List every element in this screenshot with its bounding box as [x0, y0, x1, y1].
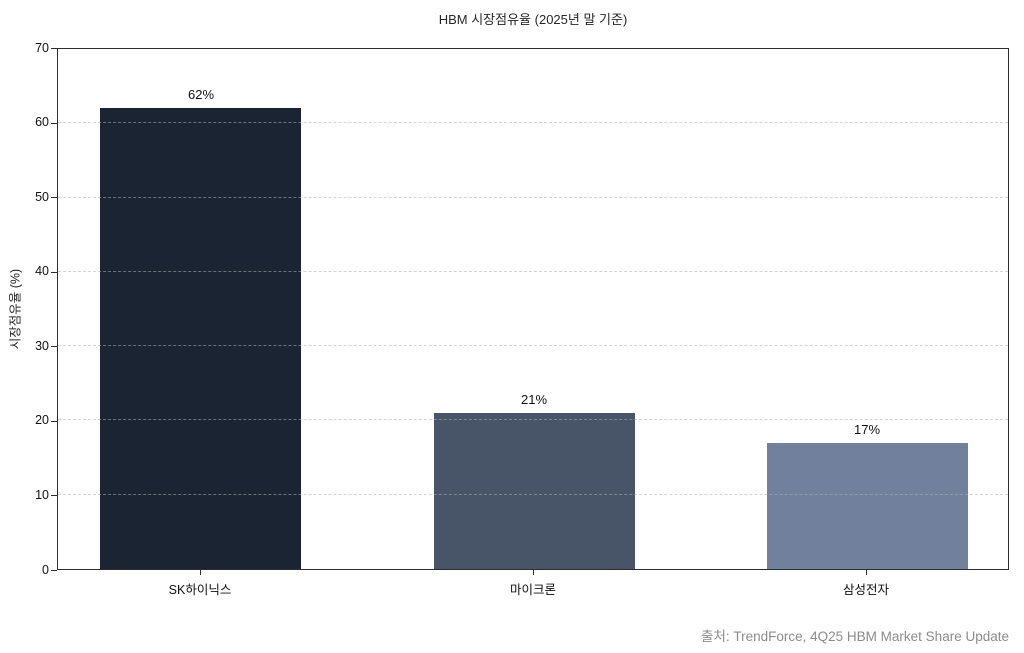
y-tick-label-10: 10	[35, 488, 49, 502]
y-tick-mark-10	[51, 495, 57, 496]
gridline-30	[58, 345, 1008, 347]
gridline-20	[58, 419, 1008, 421]
y-tick-label-40: 40	[35, 264, 49, 278]
y-tick-label-30: 30	[35, 339, 49, 353]
gridline-40	[58, 270, 1008, 272]
bar-value-label-2: 17%	[853, 421, 881, 437]
y-tick-label-50: 50	[35, 190, 49, 204]
bar-value-label-0: 62%	[187, 87, 215, 103]
bar-value-label-1: 21%	[520, 392, 548, 407]
y-tick-mark-70	[51, 48, 57, 49]
x-tick-mark-0	[200, 570, 201, 575]
chart-title: HBM 시장점유율 (2025년 말 기준)	[438, 12, 628, 27]
x-tick-mark-2	[866, 570, 867, 575]
bar-1	[434, 413, 635, 569]
x-tick-label-0: SK하이닉스	[168, 583, 232, 597]
x-tick-label-2: 삼성전자	[842, 583, 889, 597]
y-tick-label-60: 60	[35, 115, 49, 129]
x-tick-mark-1	[533, 570, 534, 575]
bar-2	[767, 442, 968, 569]
y-axis-label: 시장점유율 (%)	[8, 268, 23, 350]
y-tick-mark-20	[51, 421, 57, 422]
y-tick-mark-0	[51, 570, 57, 571]
y-tick-label-20: 20	[35, 413, 49, 427]
y-tick-mark-40	[51, 272, 57, 273]
y-tick-mark-60	[51, 123, 57, 124]
x-tick-label-1: 마이크론	[509, 583, 556, 597]
bar-0	[100, 108, 301, 569]
gridline-50	[58, 196, 1008, 198]
gridline-10	[58, 493, 1008, 495]
y-tick-mark-50	[51, 197, 57, 198]
source-note: 출처: TrendForce, 4Q25 HBM Market Share Up…	[701, 629, 1009, 644]
gridline-60	[58, 122, 1008, 124]
plot-area: 62% 21% 17%	[57, 48, 1009, 570]
y-tick-mark-30	[51, 346, 57, 347]
y-tick-label-70: 70	[35, 41, 49, 55]
y-tick-label-0: 0	[42, 563, 49, 577]
